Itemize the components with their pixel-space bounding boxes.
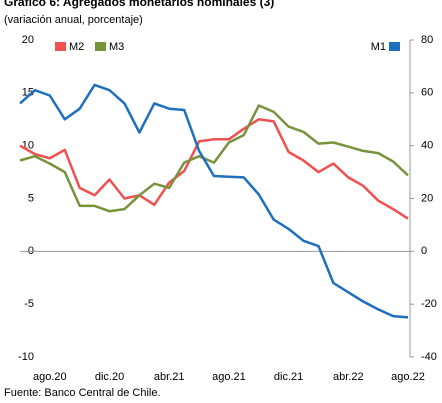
x-tick-label: dic.21 [274, 371, 303, 383]
y-tick-label: -5 [24, 298, 34, 310]
legend-label: M2 [69, 41, 84, 53]
y2-tick-label: -40 [421, 351, 437, 363]
legend-swatch [95, 42, 106, 51]
y-tick-label: 15 [22, 87, 34, 99]
x-tick-label: ago.22 [391, 371, 425, 383]
legend-swatch [55, 42, 66, 51]
chart-title: Gráfico 6: Agregados monetarios nominale… [4, 0, 274, 9]
y2-tick-label: -20 [421, 298, 437, 310]
legend-label: M1 [371, 41, 386, 53]
x-tick-label: dic.20 [95, 371, 124, 383]
series-line [19, 118, 409, 220]
y2-tick-label: 0 [421, 245, 427, 257]
series-line [19, 83, 409, 319]
x-tick-label: abr.21 [154, 371, 185, 383]
y-tick-label: 5 [28, 192, 34, 204]
x-tick-label: abr.22 [333, 371, 364, 383]
y2-tick-label: 40 [421, 140, 433, 152]
series-line [19, 104, 409, 213]
legend-swatch [389, 42, 400, 51]
source-note: Fuente: Banco Central de Chile. [4, 387, 161, 399]
y-tick-label: -10 [18, 351, 34, 363]
y2-tick-label: 20 [421, 192, 433, 204]
x-tick-label: ago.20 [33, 371, 67, 383]
chart-subtitle: (variación anual, porcentaje) [4, 14, 143, 26]
y2-tick-label: 60 [421, 87, 433, 99]
x-tick-label: ago.21 [212, 371, 246, 383]
legend-label: M3 [109, 41, 124, 53]
y-tick-label: 20 [22, 34, 34, 46]
y2-tick-label: 80 [421, 34, 433, 46]
